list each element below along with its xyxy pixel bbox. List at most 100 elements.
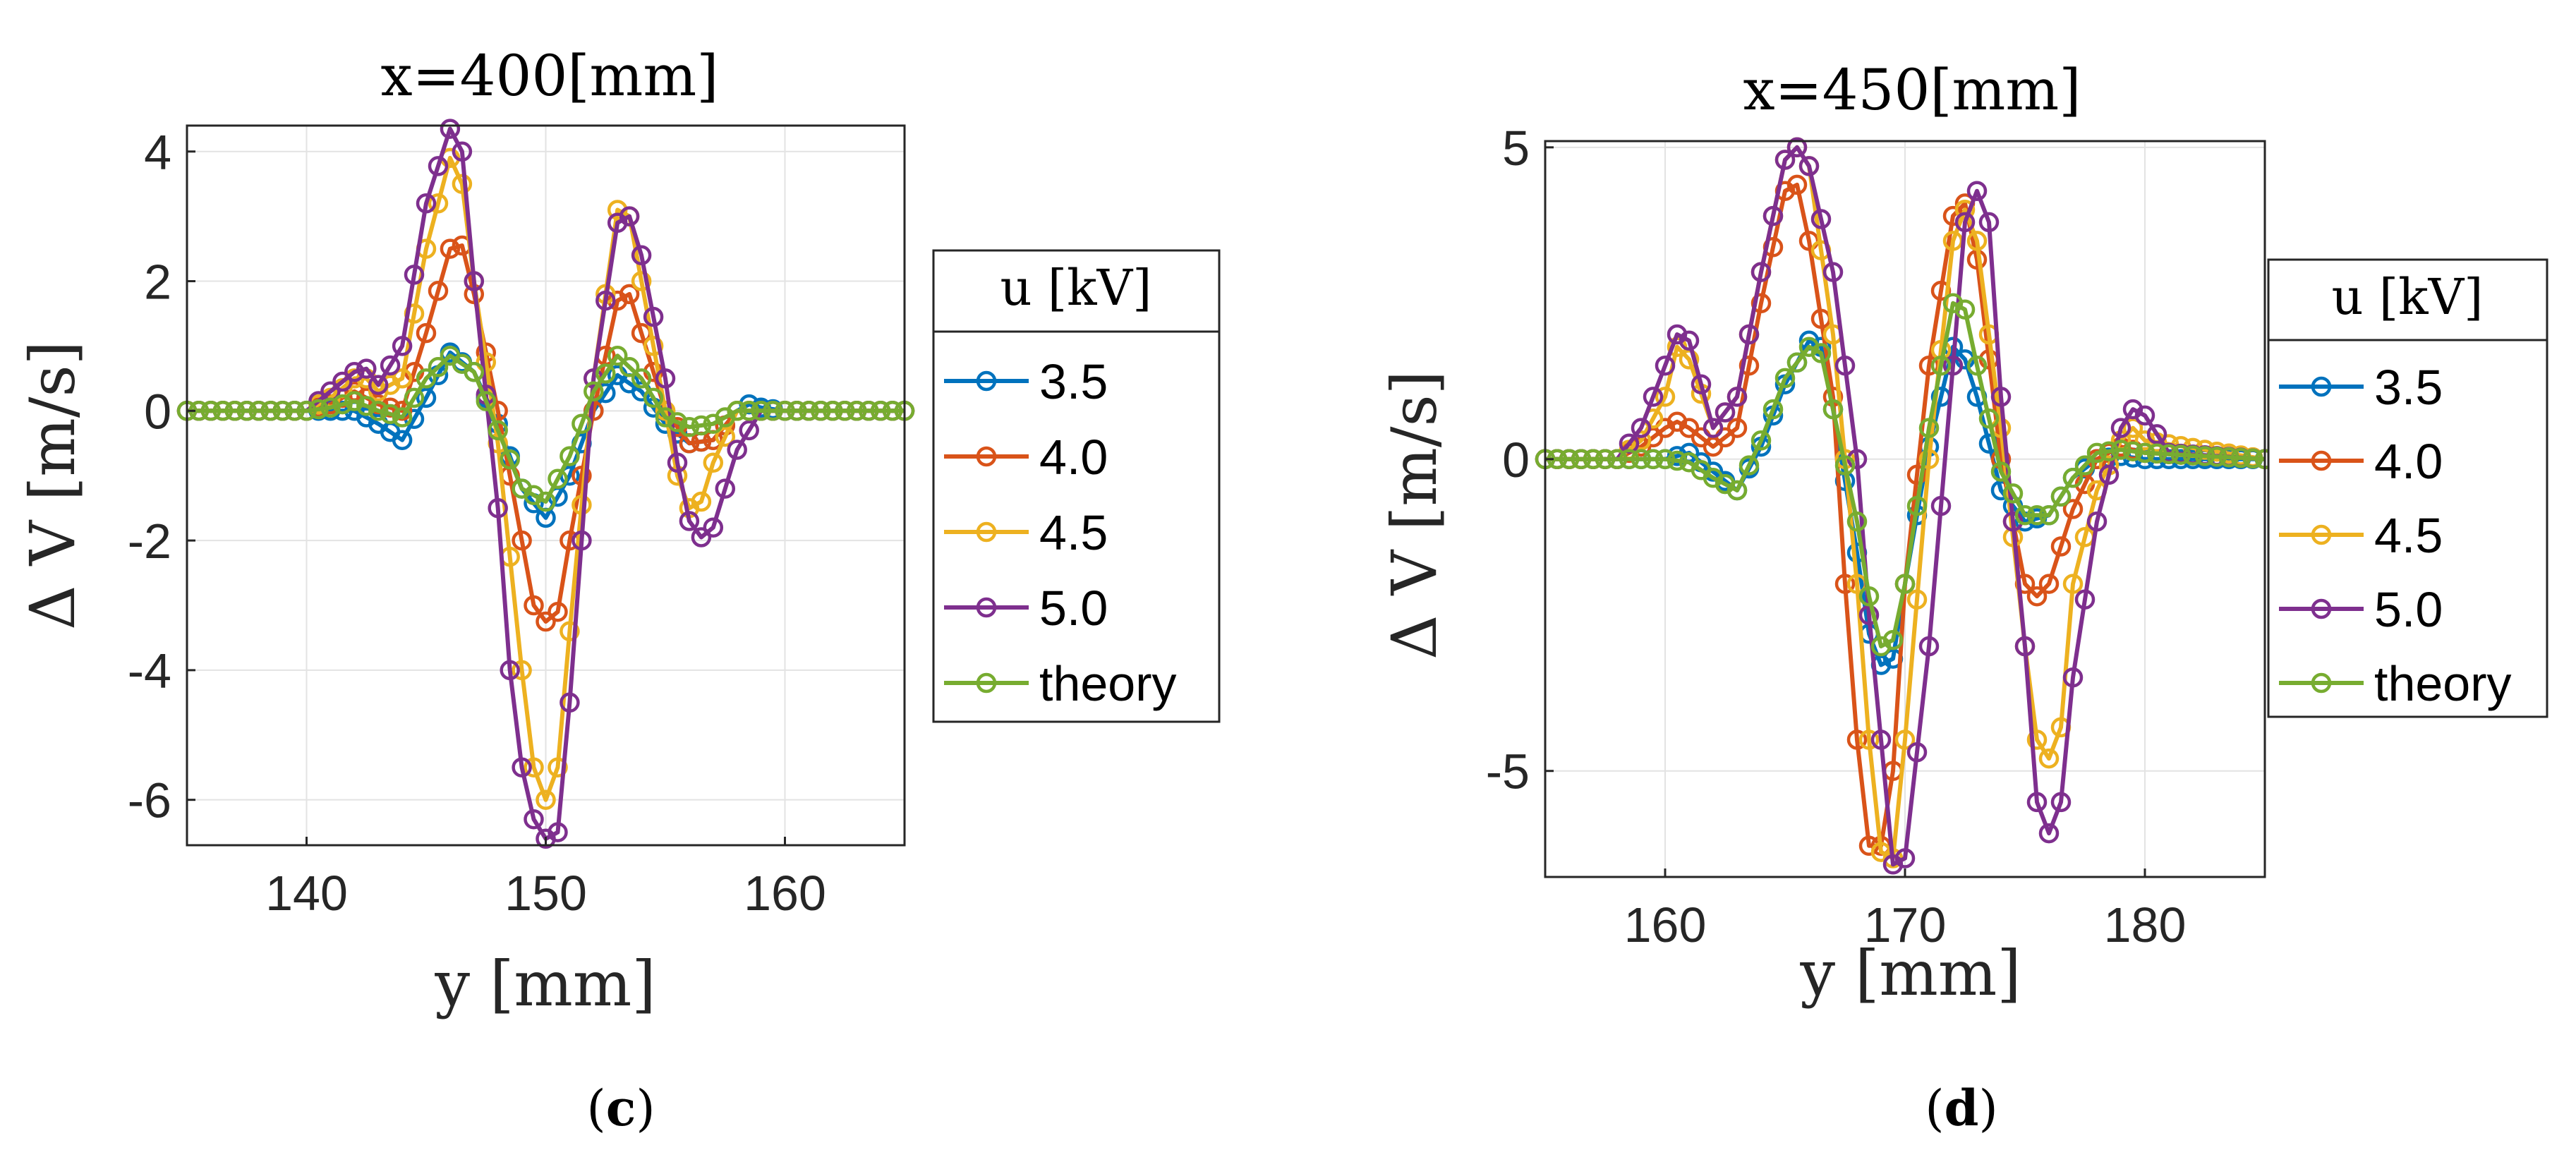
data-point-d-1-25 (1834, 574, 1856, 594)
data-point-c-4-30 (536, 491, 556, 512)
data-point-d-2-27 (1858, 730, 1880, 750)
chart-c-xtick-label-1: 150 (504, 866, 587, 921)
data-point-c-3-39 (643, 306, 664, 327)
series-line-c-4 (187, 353, 905, 504)
data-point-d-1-17 (1739, 355, 1760, 376)
data-point-c-4-9 (284, 401, 305, 421)
data-point-c-3-31 (548, 822, 568, 842)
data-point-d-4-40 (2014, 505, 2036, 526)
data-point-c-4-16 (368, 401, 389, 421)
data-point-c-3-24 (464, 271, 485, 291)
data-point-d-4-45 (2074, 455, 2096, 476)
data-point-c-3-43 (691, 527, 712, 547)
chart-c-legend-title: u [kV] (1000, 259, 1152, 317)
data-point-c-3-22 (440, 119, 461, 139)
data-point-d-4-11 (1667, 450, 1688, 471)
data-point-c-4-32 (560, 446, 580, 466)
data-point-c-2-23 (452, 174, 473, 194)
data-point-c-4-41 (667, 412, 688, 432)
data-point-c-4-19 (404, 387, 425, 408)
data-point-d-4-26 (1846, 511, 1868, 532)
data-point-c-2-18 (392, 368, 413, 389)
data-point-d-2-12 (1679, 349, 1700, 370)
chart-c-xlabel: y [mm] (434, 948, 655, 1020)
data-point-c-2-21 (428, 193, 449, 214)
data-point-d-3-35 (1954, 212, 1976, 233)
data-point-d-4-50 (2134, 442, 2155, 464)
data-point-d-3-16 (1727, 387, 1748, 407)
data-point-d-3-8 (1631, 418, 1652, 438)
data-point-d-3-33 (1930, 495, 1952, 516)
data-point-c-3-40 (655, 368, 676, 389)
data-point-d-4-9 (1643, 449, 1664, 470)
data-point-c-4-17 (380, 404, 401, 425)
data-point-d-4-33 (1930, 355, 1952, 376)
data-point-c-3-23 (452, 141, 473, 162)
data-point-c-3-45 (715, 478, 736, 499)
data-point-d-3-32 (1918, 636, 1940, 657)
data-point-c-3-33 (572, 530, 592, 551)
data-point-d-1-42 (2038, 574, 2060, 594)
data-point-c-4-21 (428, 357, 449, 377)
data-point-d-4-20 (1774, 368, 1796, 389)
chart-d-xtick-label-2: 180 (2104, 897, 2187, 952)
data-point-d-3-28 (1870, 730, 1892, 750)
series-line-d-2 (1545, 145, 2266, 861)
data-point-c-4-34 (583, 381, 604, 402)
data-point-d-4-59 (2242, 448, 2263, 469)
data-point-c-4-40 (655, 407, 676, 428)
data-point-d-2-10 (1655, 387, 1676, 407)
data-point-c-1-29 (524, 595, 544, 616)
data-point-c-0-20 (416, 387, 437, 408)
data-point-c-4-14 (344, 391, 365, 411)
chart-d-legend-box (2267, 258, 2548, 718)
data-point-d-4-10 (1655, 449, 1676, 470)
data-point-d-4-38 (1990, 461, 2012, 482)
data-point-d-4-6 (1607, 449, 1628, 470)
data-point-d-3-31 (1906, 742, 1928, 763)
chart-c-legend: u [kV] 3.5 4.0 4.5 5.0 theory (932, 249, 1221, 723)
data-point-c-1-30 (536, 611, 556, 632)
data-point-d-4-4 (1583, 449, 1604, 470)
series-line-d-3 (1545, 145, 2266, 867)
chart-d-legend: u [kV] 3.5 4.0 4.5 5.0 theory (2267, 258, 2548, 718)
data-point-d-2-31 (1906, 589, 1928, 610)
data-point-c-4-31 (548, 468, 568, 490)
chart-d-ytick-label-1: 0 (1502, 432, 1530, 488)
data-point-c-2-28 (512, 660, 532, 681)
chart-c-panel-letter: c (606, 1079, 636, 1137)
data-point-c-3-13 (332, 371, 353, 392)
data-point-d-4-39 (2002, 483, 2024, 504)
data-point-c-4-55 (835, 401, 855, 421)
chart-c-ytick-label-0: -6 (128, 773, 171, 828)
chart-d-ytick-label-0: -5 (1486, 744, 1530, 799)
legend-label-d-0: 3.5 (2374, 360, 2443, 415)
data-point-d-1-16 (1727, 418, 1748, 438)
data-point-c-3-18 (392, 336, 413, 356)
data-point-c-4-49 (763, 401, 783, 421)
data-point-d-4-51 (2146, 443, 2167, 464)
data-point-d-4-57 (2218, 447, 2239, 468)
data-point-d-3-50 (2134, 405, 2155, 426)
data-point-c-2-31 (548, 757, 568, 777)
data-point-c-3-28 (512, 757, 532, 777)
data-point-d-4-17 (1739, 455, 1760, 476)
data-point-d-3-21 (1786, 137, 1808, 158)
data-point-d-4-30 (1894, 574, 1916, 594)
data-point-c-4-6 (248, 401, 269, 421)
chart-d: x=450[mm] 160 170 180 -5 0 5 y [mm] Δ V [m/s]… (1378, 57, 2548, 1137)
data-point-d-2-42 (2038, 748, 2060, 769)
data-point-d-4-56 (2206, 447, 2227, 467)
data-point-d-4-54 (2182, 445, 2203, 466)
legend-marker-d-4 (2311, 672, 2332, 694)
data-point-c-1-22 (440, 238, 461, 259)
data-point-d-3-40 (2014, 636, 2036, 657)
legend-marker-d-0 (2311, 376, 2332, 397)
chart-c-xtick-label-2: 160 (744, 866, 826, 921)
data-point-c-3-35 (595, 290, 616, 311)
data-point-d-3-14 (1703, 418, 1724, 438)
data-point-d-3-43 (2050, 792, 2072, 813)
legend-label-c-1: 4.0 (1039, 430, 1108, 485)
data-point-d-4-16 (1727, 480, 1748, 501)
data-point-d-2-44 (2062, 574, 2084, 594)
